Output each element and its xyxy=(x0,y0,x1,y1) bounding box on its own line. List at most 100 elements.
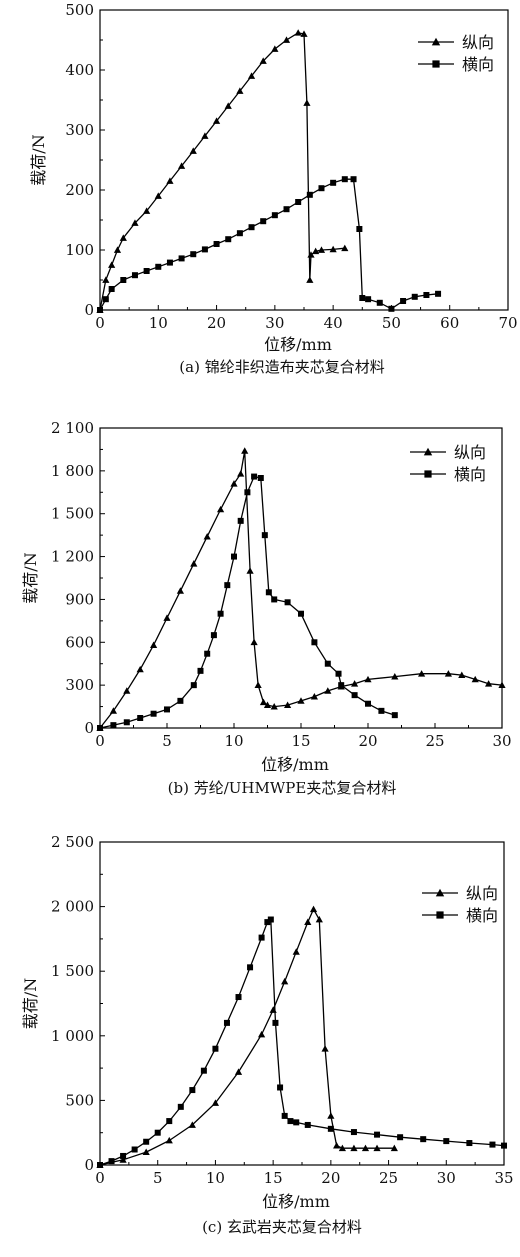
data-point xyxy=(154,192,162,199)
data-point xyxy=(119,234,127,241)
data-point xyxy=(306,191,313,198)
data-point xyxy=(400,298,407,304)
x-tick-label: 5 xyxy=(153,1169,163,1187)
data-point xyxy=(189,147,197,154)
chart-caption: (c) 玄武岩夹芯复合材料 xyxy=(202,1218,362,1236)
y-tick-label: 1 500 xyxy=(51,962,94,980)
legend-marker xyxy=(423,447,433,456)
data-point xyxy=(318,185,325,192)
x-tick-label: 15 xyxy=(264,1169,283,1187)
x-tick-label: 25 xyxy=(379,1169,398,1187)
data-point xyxy=(108,1158,115,1165)
y-tick-label: 1 500 xyxy=(51,505,94,523)
data-point xyxy=(217,505,225,513)
data-point xyxy=(297,697,305,704)
data-point xyxy=(259,698,268,706)
data-point xyxy=(338,1144,346,1152)
data-point xyxy=(234,1068,243,1075)
chart-panel-3: 0 5 10 15 20 25 30 35 0 500 1 000 1 500 2 000 2 500 位移… xyxy=(21,833,514,1236)
x-axis-label: 位移/mm xyxy=(261,755,329,774)
data-point xyxy=(498,681,506,689)
data-point xyxy=(143,268,150,274)
data-point xyxy=(211,1099,220,1106)
data-point xyxy=(108,261,116,268)
x-tick-label: 25 xyxy=(425,732,444,750)
data-point xyxy=(217,610,224,617)
data-point xyxy=(374,1131,381,1138)
data-point xyxy=(292,948,300,955)
data-point xyxy=(471,675,479,683)
data-point xyxy=(329,245,337,253)
y-tick-label: 1 200 xyxy=(51,548,94,566)
data-point xyxy=(269,1006,277,1013)
data-point xyxy=(295,199,302,205)
data-point xyxy=(359,295,366,301)
data-point xyxy=(165,1136,173,1144)
data-point xyxy=(259,57,267,64)
data-point xyxy=(177,697,184,704)
data-point xyxy=(244,489,251,496)
data-point xyxy=(341,176,348,183)
data-point xyxy=(237,517,244,524)
legend-marker xyxy=(432,60,440,68)
data-point xyxy=(102,276,110,283)
data-point xyxy=(388,305,395,312)
x-tick-label: 0 xyxy=(95,314,105,332)
data-point xyxy=(224,102,232,109)
legend-label: 横向 xyxy=(466,906,498,925)
data-point xyxy=(327,1125,334,1132)
data-point xyxy=(397,1134,404,1141)
data-point xyxy=(324,660,331,667)
data-point xyxy=(166,259,173,266)
data-point xyxy=(166,177,174,184)
data-point xyxy=(321,1045,329,1052)
data-point xyxy=(251,473,258,480)
data-point xyxy=(223,1019,230,1026)
data-point xyxy=(254,681,262,689)
data-point xyxy=(364,675,372,683)
data-point xyxy=(97,307,103,313)
data-point xyxy=(458,671,466,679)
data-point xyxy=(136,665,144,673)
data-point xyxy=(258,934,265,941)
series-transverse xyxy=(97,473,398,731)
data-point xyxy=(376,299,383,306)
series-transverse xyxy=(97,176,442,313)
data-point xyxy=(443,1138,450,1145)
y-tick-label: 1 000 xyxy=(51,1027,94,1045)
data-point xyxy=(306,276,314,283)
data-point xyxy=(391,672,399,680)
y-tick-label: 300 xyxy=(65,676,94,694)
data-point xyxy=(338,682,345,689)
data-point xyxy=(311,639,318,646)
y-tick-label: 400 xyxy=(65,61,94,79)
data-point xyxy=(294,29,302,36)
x-tick-label: 0 xyxy=(95,1169,105,1187)
data-point xyxy=(257,475,264,481)
data-point xyxy=(312,247,320,255)
data-point xyxy=(303,99,311,106)
data-point xyxy=(166,1118,173,1125)
data-point xyxy=(418,670,426,677)
data-point xyxy=(142,1148,150,1155)
y-tick-label: 500 xyxy=(65,1,94,19)
chart-caption: (a) 锦纶非织造布夹芯复合材料 xyxy=(179,358,384,376)
series-line xyxy=(99,450,503,729)
y-axis-label: 载荷/N xyxy=(21,552,40,603)
data-point xyxy=(466,1140,473,1147)
data-point xyxy=(123,719,130,726)
data-point xyxy=(327,1112,335,1119)
legend-marker xyxy=(431,37,441,46)
x-tick-label: 60 xyxy=(440,314,459,332)
y-tick-label: 0 xyxy=(84,301,94,319)
y-tick-label: 100 xyxy=(65,241,94,259)
data-point xyxy=(365,700,371,707)
data-point xyxy=(250,638,258,646)
data-point xyxy=(277,1084,284,1091)
data-point xyxy=(365,296,372,303)
data-point xyxy=(335,670,342,677)
chart-panel-1: 0 10 20 30 40 50 60 70 0 100 200 300 400 500 位移/mm 载荷/N… xyxy=(29,1,518,376)
data-point xyxy=(272,1019,279,1026)
